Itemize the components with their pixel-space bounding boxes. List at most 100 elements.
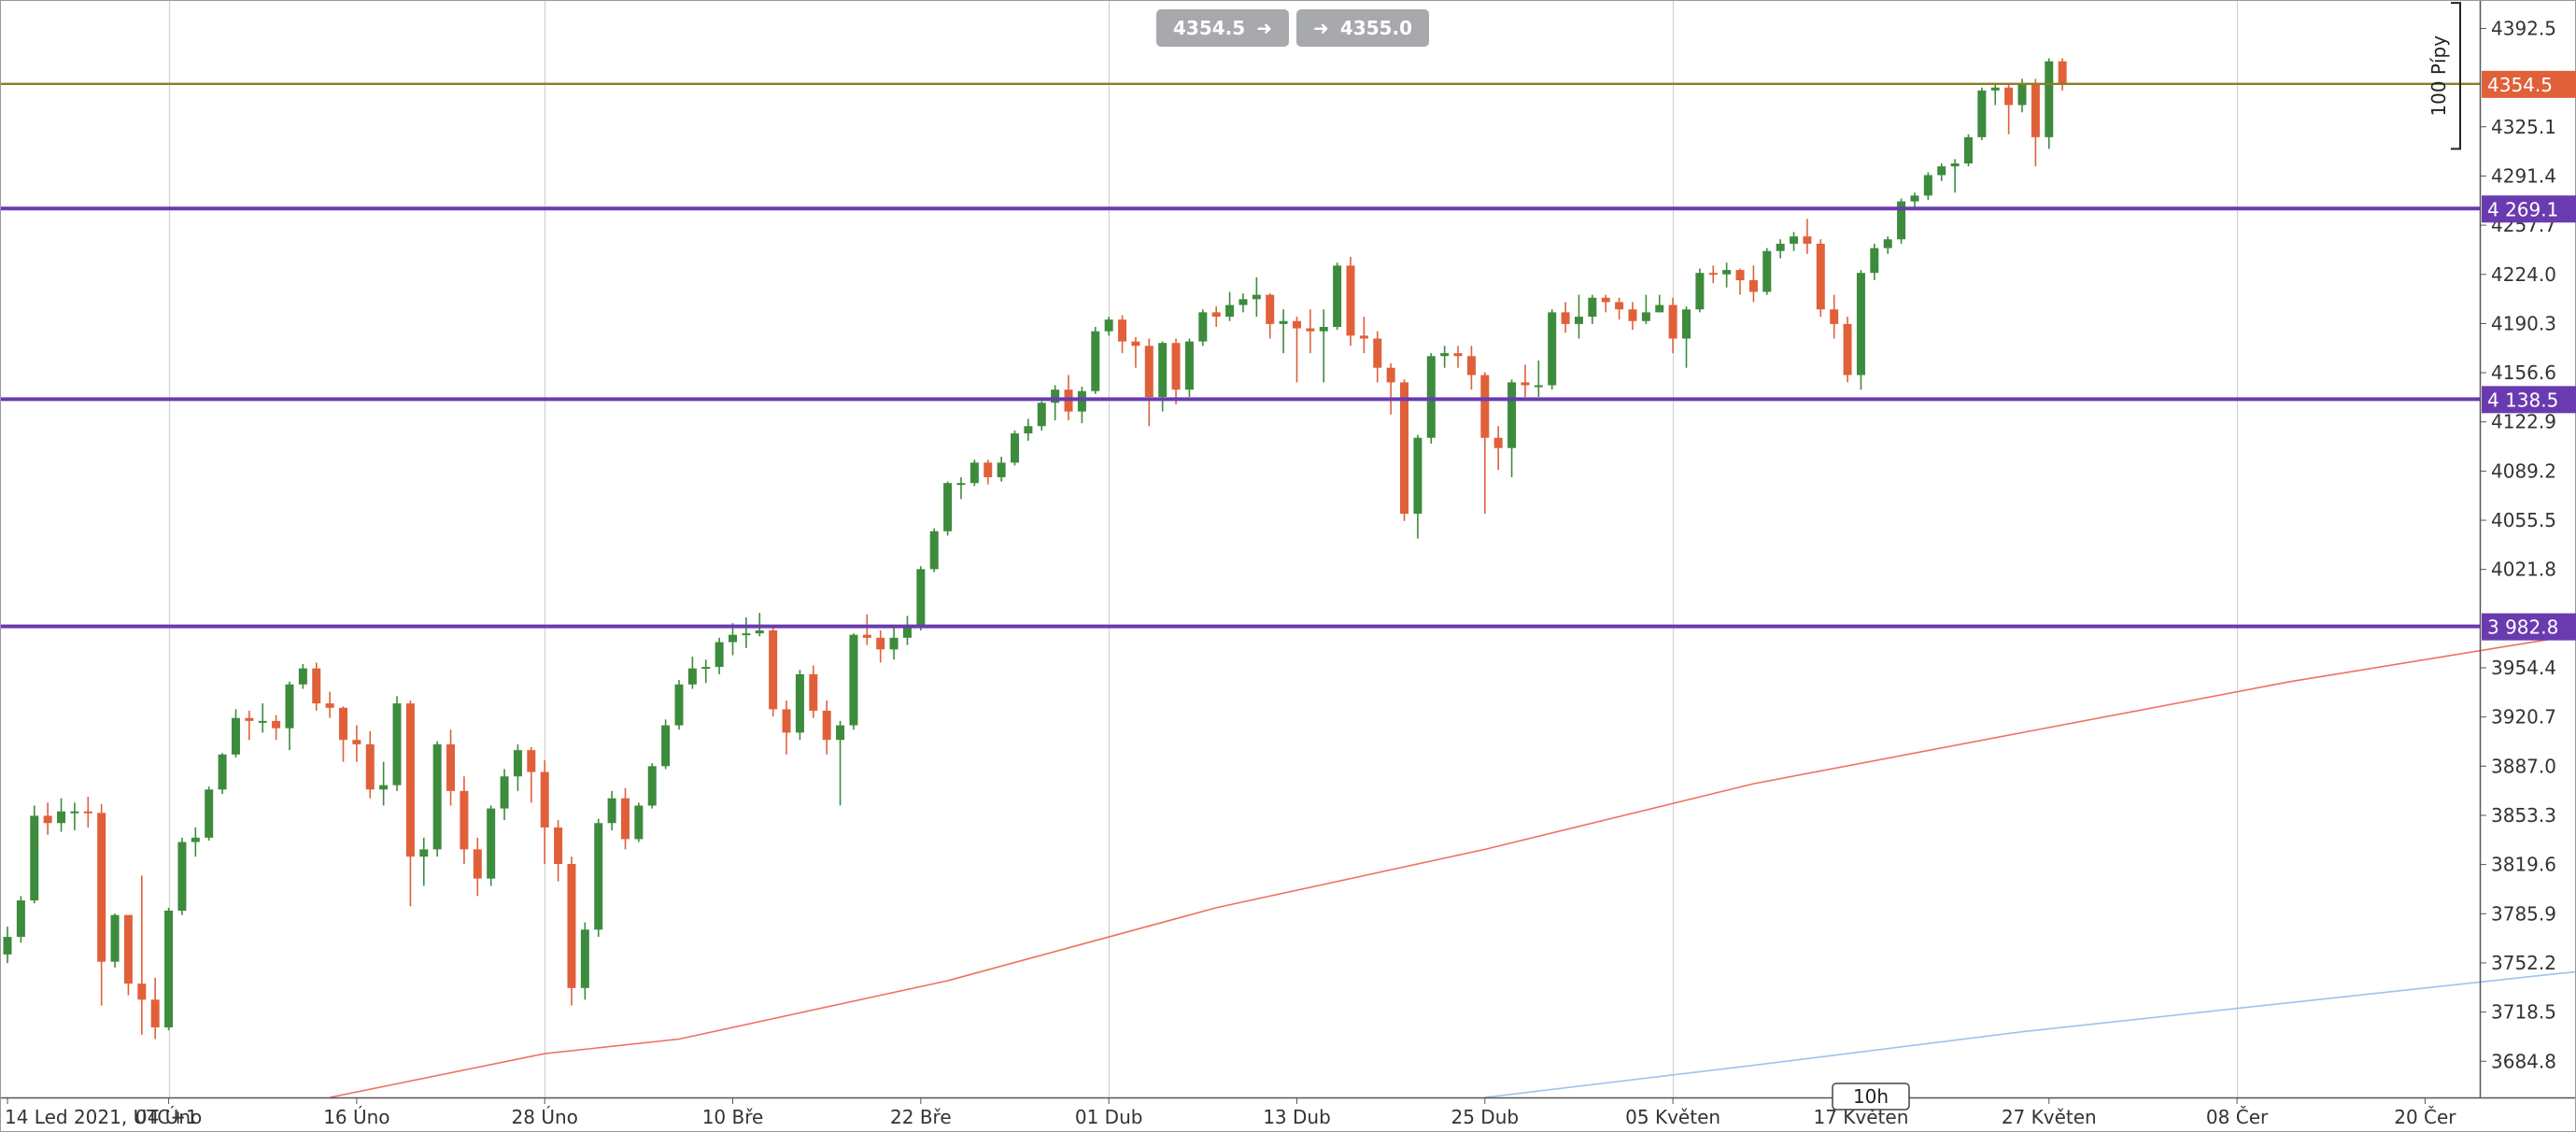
candle-body xyxy=(1037,403,1046,427)
candle-body xyxy=(1897,201,1906,240)
x-tick-label: 13 Dub xyxy=(1263,1106,1331,1128)
ask-quote-button[interactable]: ➜ 4355.0 xyxy=(1296,9,1429,47)
candle-body xyxy=(379,785,389,790)
candle-body xyxy=(1830,309,1839,324)
candle-body xyxy=(594,823,603,930)
candle-body xyxy=(1588,297,1597,318)
candle-body xyxy=(1306,328,1315,332)
candle-body xyxy=(701,667,711,670)
bid-quote-button[interactable]: 4354.5 ➜ xyxy=(1156,9,1289,47)
candle-body xyxy=(83,811,92,814)
candle-body xyxy=(1668,304,1677,339)
candle-body xyxy=(177,842,187,911)
candle-body xyxy=(1319,327,1328,332)
candle-body xyxy=(97,813,106,962)
candle-body xyxy=(1238,299,1248,305)
candle-body xyxy=(1803,236,1812,244)
candle-body xyxy=(1574,317,1583,324)
candle-body xyxy=(1790,236,1799,244)
candle-body xyxy=(1682,309,1691,339)
candle-body xyxy=(487,808,496,879)
candle-body xyxy=(1977,90,1987,137)
bid-price: 4354.5 xyxy=(1173,17,1246,39)
candle-body xyxy=(70,811,79,814)
candle-body xyxy=(339,707,347,741)
candle-body xyxy=(473,849,482,879)
candle-body xyxy=(929,531,939,570)
y-tick-label: 3684.8 xyxy=(2491,1050,2556,1072)
candle-body xyxy=(365,743,375,790)
candle-body xyxy=(3,937,12,955)
candle-body xyxy=(446,743,456,791)
level-price-badge xyxy=(2482,613,2576,641)
candle-body xyxy=(782,709,791,733)
candle-body xyxy=(1963,136,1973,163)
candle-body xyxy=(1211,312,1221,318)
moving-averages xyxy=(329,633,2576,1098)
candle-body xyxy=(902,627,912,638)
x-tick-label: 14 Led 2021, UTC+1 xyxy=(5,1106,198,1128)
y-tick-label: 4156.6 xyxy=(2491,361,2556,384)
x-tick-label: 28 Úno xyxy=(512,1106,578,1128)
candle-body xyxy=(1950,163,1960,167)
candle-body xyxy=(1843,323,1852,375)
x-tick-label: 25 Dub xyxy=(1451,1106,1520,1128)
candle-body xyxy=(298,668,307,685)
candle-body xyxy=(634,805,644,840)
candle-body xyxy=(1252,294,1261,300)
y-tick-label: 4325.1 xyxy=(2491,116,2556,138)
level-lines[interactable] xyxy=(0,82,2480,629)
candle-body xyxy=(1346,265,1355,336)
level-price-badge-text: 4 269.1 xyxy=(2487,198,2558,220)
candle-body xyxy=(769,630,778,710)
moving-average-fast xyxy=(329,633,2576,1098)
y-tick-label: 3954.4 xyxy=(2491,657,2556,679)
timeframe-tag[interactable] xyxy=(1832,1082,1910,1111)
candle-body xyxy=(137,983,147,1000)
candle-body xyxy=(1292,320,1301,329)
candle-body xyxy=(795,673,804,733)
candle-body xyxy=(352,740,361,744)
y-tick-label: 3785.9 xyxy=(2491,902,2556,925)
candle-body xyxy=(849,634,858,726)
candle-body xyxy=(1077,390,1086,412)
candle-body xyxy=(1937,166,1946,176)
candle-body xyxy=(312,668,321,704)
candle-body xyxy=(742,633,751,636)
candle-body xyxy=(285,684,294,729)
candle-body xyxy=(956,483,966,486)
y-tick-label: 3718.5 xyxy=(2491,1001,2556,1024)
candle-body xyxy=(164,911,174,1027)
candle-body xyxy=(432,743,442,850)
candle-body xyxy=(661,725,671,767)
candle-body xyxy=(419,849,429,857)
x-tick-label: 22 Bře xyxy=(890,1106,952,1128)
y-tick-label: 4021.8 xyxy=(2491,559,2556,581)
arrow-right-icon: ➜ xyxy=(1313,17,1329,39)
candle-body xyxy=(150,999,160,1027)
candle-body xyxy=(1615,302,1624,310)
candle-body xyxy=(1735,270,1745,280)
candle-body xyxy=(500,776,509,809)
candle-body xyxy=(57,811,66,824)
x-tick-label: 10 Bře xyxy=(702,1106,764,1128)
candle-body xyxy=(1266,294,1275,324)
candle-body xyxy=(1628,309,1637,321)
timeframe-label: 10h xyxy=(1853,1085,1889,1108)
candle-body xyxy=(1440,353,1450,357)
candle-body xyxy=(540,771,549,828)
candle-body xyxy=(822,710,831,741)
candle-body xyxy=(110,914,120,962)
y-tick-label: 4122.9 xyxy=(2491,411,2556,433)
candle-body xyxy=(984,462,993,477)
moving-average-slow xyxy=(1484,970,2576,1098)
y-tick-label: 4392.5 xyxy=(2491,17,2556,39)
candle-body xyxy=(554,827,563,864)
candle-body xyxy=(43,815,52,824)
current-price-badge xyxy=(2482,70,2576,98)
candle-body xyxy=(392,703,402,785)
level-price-badge-text: 3 982.8 xyxy=(2487,616,2558,639)
